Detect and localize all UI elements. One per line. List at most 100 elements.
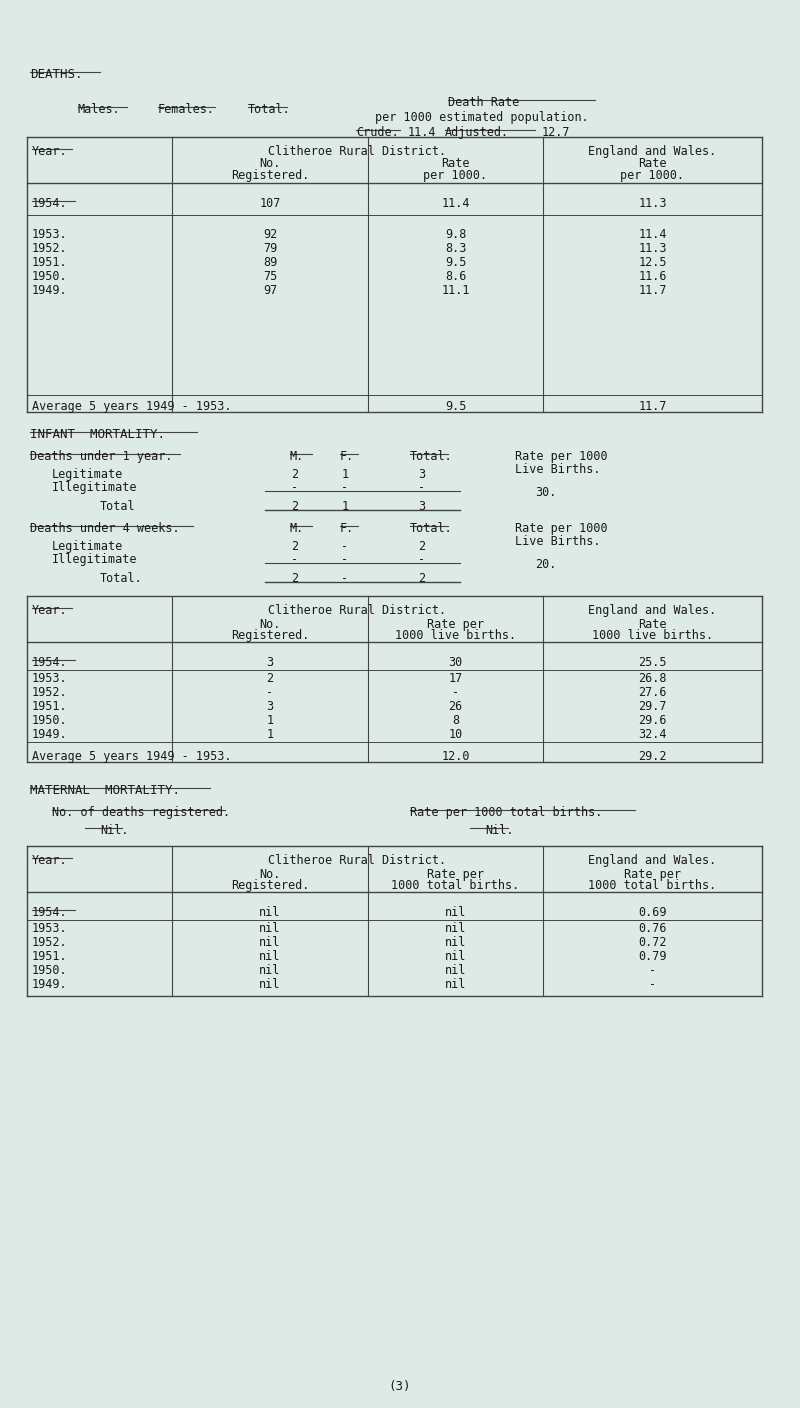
Text: 1954.: 1954. (32, 905, 68, 919)
Text: 1: 1 (266, 714, 274, 727)
Text: 11.6: 11.6 (638, 270, 666, 283)
Text: 1: 1 (342, 500, 349, 513)
Text: -: - (291, 553, 298, 566)
Text: 2: 2 (291, 500, 298, 513)
Text: 1949.: 1949. (32, 979, 68, 991)
Text: INFANT  MORTALITY.: INFANT MORTALITY. (30, 428, 165, 441)
Text: 1951.: 1951. (32, 256, 68, 269)
Text: 107: 107 (259, 197, 281, 210)
Text: Year.: Year. (32, 855, 68, 867)
Text: nil: nil (445, 922, 466, 935)
Text: 8.3: 8.3 (445, 242, 466, 255)
Text: -: - (649, 979, 656, 991)
Text: Females.: Females. (158, 103, 215, 115)
Text: 0.69: 0.69 (638, 905, 666, 919)
Text: 1950.: 1950. (32, 714, 68, 727)
Text: Males.: Males. (78, 103, 121, 115)
Text: 1000 live births.: 1000 live births. (592, 629, 713, 642)
Text: 11.4: 11.4 (442, 197, 470, 210)
Text: -: - (649, 964, 656, 977)
Text: 92: 92 (263, 228, 277, 241)
Text: 1949.: 1949. (32, 284, 68, 297)
Text: -: - (342, 553, 349, 566)
Text: 79: 79 (263, 242, 277, 255)
Text: M.: M. (290, 451, 304, 463)
Text: 2: 2 (291, 572, 298, 584)
Text: No.: No. (259, 867, 281, 881)
Text: -: - (291, 482, 298, 494)
Text: Nil.: Nil. (485, 824, 514, 836)
Text: Death Rate: Death Rate (448, 96, 519, 108)
Text: -: - (342, 482, 349, 494)
Text: 1954.: 1954. (32, 197, 68, 210)
Text: 3: 3 (418, 500, 426, 513)
Text: 1000 live births.: 1000 live births. (395, 629, 516, 642)
Text: nil: nil (259, 922, 281, 935)
Text: Clitheroe Rural District.: Clitheroe Rural District. (269, 855, 446, 867)
Text: 9.8: 9.8 (445, 228, 466, 241)
Text: 11.7: 11.7 (638, 400, 666, 413)
Text: nil: nil (445, 979, 466, 991)
Text: England and Wales.: England and Wales. (588, 604, 717, 617)
Text: 1: 1 (266, 728, 274, 741)
Text: Year.: Year. (32, 604, 68, 617)
Text: 11.3: 11.3 (638, 197, 666, 210)
Text: 2: 2 (418, 541, 426, 553)
Text: nil: nil (259, 905, 281, 919)
Text: 12.7: 12.7 (542, 125, 570, 139)
Text: 1954.: 1954. (32, 656, 68, 669)
Text: 2: 2 (291, 541, 298, 553)
Text: nil: nil (259, 979, 281, 991)
Text: 3: 3 (266, 700, 274, 712)
Text: 12.0: 12.0 (442, 750, 470, 763)
Text: 26: 26 (448, 700, 462, 712)
Text: Average 5 years 1949 - 1953.: Average 5 years 1949 - 1953. (32, 400, 231, 413)
Text: 1952.: 1952. (32, 242, 68, 255)
Text: 1952.: 1952. (32, 686, 68, 698)
Text: MATERNAL  MORTALITY.: MATERNAL MORTALITY. (30, 784, 180, 797)
Text: 8.6: 8.6 (445, 270, 466, 283)
Text: Rate: Rate (442, 158, 470, 170)
Text: Rate per: Rate per (427, 867, 484, 881)
Text: Total.: Total. (410, 522, 453, 535)
Text: nil: nil (445, 905, 466, 919)
Text: Rate: Rate (638, 618, 666, 631)
Text: -: - (418, 482, 426, 494)
Text: 8: 8 (452, 714, 459, 727)
Text: Adjusted.: Adjusted. (445, 125, 509, 139)
Text: England and Wales.: England and Wales. (588, 145, 717, 158)
Text: Registered.: Registered. (231, 629, 309, 642)
Text: 1951.: 1951. (32, 950, 68, 963)
Text: 1: 1 (342, 467, 349, 482)
Text: nil: nil (259, 936, 281, 949)
Text: M.: M. (290, 522, 304, 535)
Text: 17: 17 (448, 672, 462, 686)
Text: No.: No. (259, 618, 281, 631)
Text: 11.1: 11.1 (442, 284, 470, 297)
Text: 2: 2 (418, 572, 426, 584)
Text: No.: No. (259, 158, 281, 170)
Text: Live Births.: Live Births. (515, 463, 601, 476)
Text: Registered.: Registered. (231, 169, 309, 182)
Text: (3): (3) (389, 1380, 411, 1393)
Text: 1953.: 1953. (32, 672, 68, 686)
Text: Rate per 1000: Rate per 1000 (515, 522, 608, 535)
Text: 11.7: 11.7 (638, 284, 666, 297)
Text: Live Births.: Live Births. (515, 535, 601, 548)
Text: Total.: Total. (410, 451, 453, 463)
Text: 30: 30 (448, 656, 462, 669)
Text: Deaths under 1 year.: Deaths under 1 year. (30, 451, 173, 463)
Text: F.: F. (340, 451, 354, 463)
Text: Total.: Total. (100, 572, 142, 584)
Text: 3: 3 (418, 467, 426, 482)
Text: per 1000.: per 1000. (423, 169, 487, 182)
Text: 27.6: 27.6 (638, 686, 666, 698)
Text: 12.5: 12.5 (638, 256, 666, 269)
Text: Rate per 1000 total births.: Rate per 1000 total births. (410, 805, 602, 819)
Text: 10: 10 (448, 728, 462, 741)
Text: Legitimate: Legitimate (52, 541, 123, 553)
Text: 0.79: 0.79 (638, 950, 666, 963)
Text: 9.5: 9.5 (445, 400, 466, 413)
Text: 11.4: 11.4 (408, 125, 437, 139)
Text: per 1000 estimated population.: per 1000 estimated population. (375, 111, 589, 124)
